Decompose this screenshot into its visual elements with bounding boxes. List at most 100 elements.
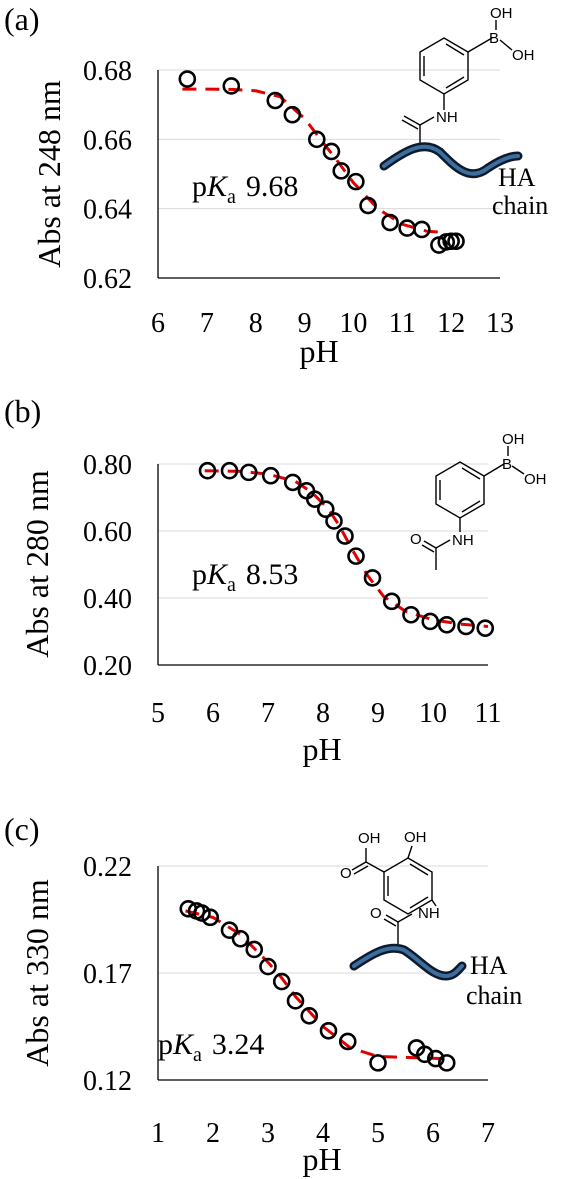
y-tick-label: 0.40 [83, 584, 132, 615]
bond-boron-oh [499, 39, 513, 51]
carbonyl-double-bond [383, 918, 397, 927]
chain-label: chain [492, 191, 548, 220]
structure-acetamidophenylboronic: B OH OH NH O [410, 431, 547, 570]
x-tick-labels: 5 6 7 8 9 10 11 [151, 698, 501, 729]
carboxyl-double-bond [351, 861, 367, 871]
x-tick-label: 6 [206, 698, 220, 729]
boron-label: B [489, 30, 499, 47]
carbonyl-double-bond [421, 544, 435, 553]
fit-curve [182, 87, 442, 234]
y-tick-labels: 0.62 0.64 0.66 0.68 [83, 56, 132, 295]
data-point [307, 130, 326, 149]
amine-label: NH [436, 109, 458, 126]
x-tick-label: 11 [475, 698, 502, 729]
bond-nh-carbonyl [419, 116, 435, 126]
data-point [437, 1054, 456, 1072]
data-point [421, 612, 440, 631]
panel-c: (c) 0.12 0.17 0.22 1 2 3 4 5 6 7 Abs at 330 nm p… [4, 811, 522, 1177]
data-point [316, 500, 335, 519]
data-point [338, 1032, 357, 1051]
x-tick-label: 12 [437, 308, 465, 339]
panel-label: (c) [4, 811, 40, 847]
amine-label: NH [452, 532, 474, 549]
oxygen-label: O [340, 865, 352, 882]
pka-value: 9.68 [246, 170, 299, 203]
data-point [402, 605, 420, 624]
x-tick-label: 8 [316, 698, 330, 729]
bond-ring-carboxyl [365, 861, 385, 873]
y-tick-label: 0.80 [83, 450, 132, 481]
x-tick-label: 9 [298, 308, 312, 339]
ring-double-bond [461, 467, 481, 480]
carbonyl-double-bond [401, 119, 419, 130]
data-point [347, 172, 365, 191]
x-tick-label: 7 [200, 308, 214, 339]
y-tick-label: 0.22 [83, 852, 132, 883]
y-axis-label: Abs at 330 nm [19, 879, 55, 1067]
ha-chain-highlight [382, 144, 520, 176]
data-point [319, 1021, 338, 1040]
data-point [381, 213, 399, 232]
data-point [382, 592, 401, 611]
bond-nh-carbonyl [435, 539, 451, 549]
y-tick-label: 0.60 [83, 517, 132, 548]
bond-ring-nh [431, 899, 437, 907]
data-point [413, 220, 431, 239]
ha-chain-highlight [352, 946, 464, 979]
hydroxyl-label: OH [524, 471, 547, 488]
pka-k: K [206, 170, 229, 203]
oxygen-label: O [370, 905, 382, 922]
data-point [442, 232, 460, 251]
y-tick-labels: 0.20 0.40 0.60 0.80 [83, 450, 132, 682]
pka-k: K [206, 558, 229, 591]
benzene-ring [419, 37, 469, 95]
fit-curve [204, 469, 489, 628]
bond-boron-oh [511, 465, 525, 475]
fit-curve-layer [204, 469, 489, 628]
data-point [222, 77, 241, 95]
data-point [369, 1054, 387, 1072]
data-points-layer [179, 899, 456, 1072]
data-point [300, 1006, 319, 1025]
ha-label: HA [470, 951, 508, 980]
data-point [297, 481, 316, 500]
x-tick-label: 10 [339, 308, 367, 339]
pka-annotation: pKa 8.53 [192, 558, 298, 596]
data-point [325, 512, 343, 530]
pka-sub: a [227, 574, 236, 596]
y-tick-label: 0.12 [83, 1066, 132, 1097]
y-tick-label: 0.66 [83, 125, 132, 156]
fit-curve-layer [182, 87, 442, 234]
data-point [347, 547, 365, 565]
data-point [437, 615, 456, 634]
chain-label: chain [466, 981, 522, 1010]
boron-label: B [502, 456, 512, 473]
y-tick-label: 0.64 [83, 195, 132, 226]
data-point [198, 461, 217, 480]
x-tick-labels: 1 2 3 4 5 6 7 [151, 1118, 495, 1149]
data-point [336, 527, 354, 545]
structure-phenylboronic-amide-ha: B OH OH NH HA chain [379, 5, 548, 220]
x-axis-label: pH [302, 1141, 341, 1177]
y-tick-label: 0.17 [83, 959, 132, 990]
hydroxyl-label: OH [502, 431, 525, 448]
fit-curve-layer [185, 909, 445, 1061]
pka-value: 3.24 [212, 1028, 265, 1061]
data-points-layer [198, 461, 495, 637]
pka-annotation: pKa 9.68 [192, 170, 298, 208]
x-tick-label: 7 [261, 698, 275, 729]
x-tick-label: 7 [481, 1118, 495, 1149]
y-tick-labels: 0.12 0.17 0.22 [83, 852, 132, 1097]
carboxyl-double-bond [353, 865, 369, 875]
data-point [283, 473, 302, 492]
ring-double-bond [445, 43, 465, 56]
x-axis-label: pH [299, 333, 338, 369]
pka-prefix: p [192, 170, 207, 203]
carbonyl-double-bond [403, 115, 421, 126]
data-point [239, 463, 258, 482]
data-point [305, 490, 324, 508]
x-tick-label: 3 [261, 1118, 275, 1149]
y-tick-label: 0.62 [83, 264, 132, 295]
x-tick-label: 6 [426, 1118, 440, 1149]
data-point [332, 162, 351, 180]
